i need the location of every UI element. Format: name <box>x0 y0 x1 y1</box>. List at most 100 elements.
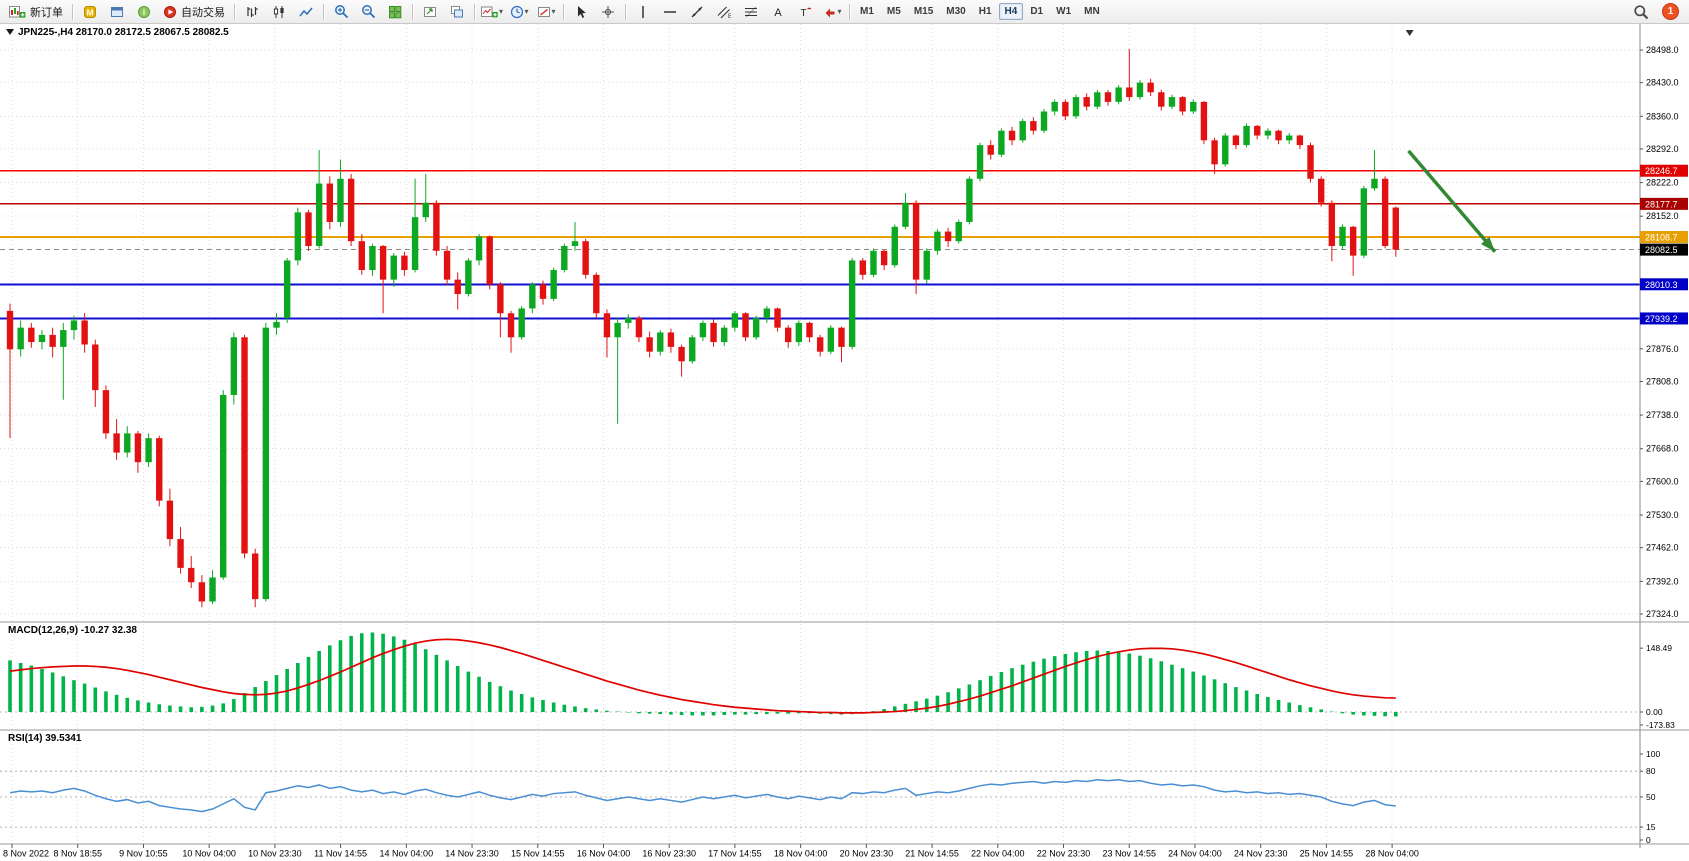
rsi-layer <box>0 770 1640 828</box>
cursor-button[interactable] <box>568 2 594 22</box>
candle-body <box>571 241 579 247</box>
candle-body <box>1222 135 1229 165</box>
candle-body <box>678 346 685 362</box>
chart-canvas: 28498.0 28430.0 28360.0 28292.0 28222.0 28152… <box>0 24 1689 861</box>
collapse-ohlc-icon[interactable] <box>6 29 14 36</box>
time-label: 15 Nov 14:55 <box>511 849 565 859</box>
shapes-icon <box>823 5 837 19</box>
candle-body <box>507 313 515 338</box>
candlestick-mode-button[interactable] <box>266 2 292 22</box>
trend-arrow-line[interactable] <box>1407 149 1497 253</box>
time-label: 28 Nov 04:00 <box>1365 849 1419 859</box>
notification-badge[interactable]: 1 <box>1662 3 1679 20</box>
timeframe-h4-button[interactable]: H4 <box>998 3 1024 20</box>
candle-body <box>539 284 547 299</box>
time-label: 22 Nov 04:00 <box>971 849 1025 859</box>
search-button[interactable] <box>1628 2 1654 22</box>
timeframe-h1-button[interactable]: H1 <box>978 6 992 17</box>
timeframe-m15-button[interactable]: M15 <box>913 6 934 17</box>
bar-chart-mode-button[interactable] <box>239 2 265 22</box>
macd-axis-label: 148.49 <box>1646 643 1672 653</box>
clock-icon <box>510 5 524 19</box>
time-label: 10 Nov 04:00 <box>182 849 236 859</box>
candle-body <box>273 321 280 328</box>
zoom-in-button[interactable] <box>328 2 354 22</box>
label-tool-button[interactable]: T <box>792 2 818 22</box>
vertical-line-tool-button[interactable] <box>630 2 656 22</box>
trend-arrow-head[interactable] <box>1481 236 1495 252</box>
fibonacci-tool-button[interactable] <box>738 2 764 22</box>
auto-arrange-button[interactable] <box>417 2 443 22</box>
candle-body <box>1190 101 1197 112</box>
candle-body <box>657 332 664 352</box>
axis-tick-label: 27462.0 <box>1646 543 1679 553</box>
trendline-tool-button[interactable] <box>684 2 710 22</box>
svg-text:i: i <box>143 8 145 17</box>
chart-shift-marker[interactable] <box>1405 30 1414 36</box>
toolbar-separator <box>474 3 475 20</box>
candle-body <box>294 212 302 261</box>
autotrading-button[interactable]: 自动交易 <box>158 2 230 22</box>
timeframe-m5-button[interactable]: M5 <box>886 6 901 17</box>
timeframe-d1-button[interactable]: D1 <box>1030 6 1044 17</box>
candle-body <box>497 284 504 314</box>
periods-button[interactable]: ▾ <box>506 2 532 22</box>
candle-body <box>422 202 429 218</box>
candle-body <box>81 320 88 345</box>
candle-body <box>966 178 973 222</box>
candle-body <box>283 260 291 319</box>
text-tool-button[interactable]: A <box>765 2 791 22</box>
charts-window-button[interactable] <box>104 2 130 22</box>
rsi-line <box>9 779 1396 813</box>
candle-body <box>1094 92 1101 107</box>
timeframe-w1-button[interactable]: W1 <box>1056 6 1072 17</box>
candle-body <box>944 231 952 242</box>
channel-tool-button[interactable]: E <box>711 2 737 22</box>
price-label: 28010.3 <box>1645 280 1678 290</box>
candle-body <box>1115 87 1122 102</box>
crosshair-button[interactable] <box>595 2 621 22</box>
toolbar-right-group: 1 <box>1628 2 1685 22</box>
candle-body <box>710 322 717 343</box>
timeframe-m30-button[interactable]: M30 <box>946 6 966 17</box>
candle-body <box>1126 87 1133 98</box>
candle-body <box>1381 178 1389 247</box>
candle-body <box>870 250 877 275</box>
candle-body <box>667 332 675 347</box>
chart-area[interactable]: 28498.0 28430.0 28360.0 28292.0 28222.0 28152… <box>0 24 1689 861</box>
line-chart-mode-button[interactable] <box>293 2 319 22</box>
candle-body <box>1147 82 1154 93</box>
candle-body <box>1019 121 1026 141</box>
candle-body <box>561 246 568 271</box>
new-chart-button[interactable]: ▾ <box>479 2 505 22</box>
macd-axis-label: 0.00 <box>1646 707 1663 717</box>
candle-body <box>6 310 14 350</box>
timeframe-mn-button[interactable]: MN <box>1084 6 1100 17</box>
new-order-button[interactable]: 新订单 <box>4 2 68 22</box>
hline-icon <box>663 5 677 19</box>
zoom-out-button[interactable] <box>355 2 381 22</box>
mql-icon: M <box>83 5 97 19</box>
time-label: 9 Nov 10:55 <box>119 849 168 859</box>
price-label-bg <box>1640 231 1688 244</box>
candle-body <box>742 313 749 338</box>
timeframe-m1-button[interactable]: M1 <box>860 6 874 17</box>
shapes-tool-button[interactable]: ▾ <box>819 2 845 22</box>
candle-body <box>166 500 174 540</box>
cascade-windows-button[interactable] <box>444 2 470 22</box>
candle-body <box>1254 125 1261 136</box>
time-label: 18 Nov 04:00 <box>774 849 828 859</box>
info-icon: i <box>137 5 151 19</box>
mql5-community-button[interactable]: M <box>77 2 103 22</box>
time-label: 24 Nov 23:30 <box>1234 849 1288 859</box>
time-label: 22 Nov 23:30 <box>1037 849 1091 859</box>
data-window-button[interactable]: i <box>131 2 157 22</box>
axis-background <box>1640 24 1689 861</box>
candle-body <box>1051 101 1058 112</box>
tile-windows-button[interactable] <box>382 2 408 22</box>
toolbar-separator <box>72 3 73 20</box>
templates-button[interactable]: ▾ <box>533 2 559 22</box>
horizontal-line-tool-button[interactable] <box>657 2 683 22</box>
rsi-axis-label: 15 <box>1646 822 1656 832</box>
